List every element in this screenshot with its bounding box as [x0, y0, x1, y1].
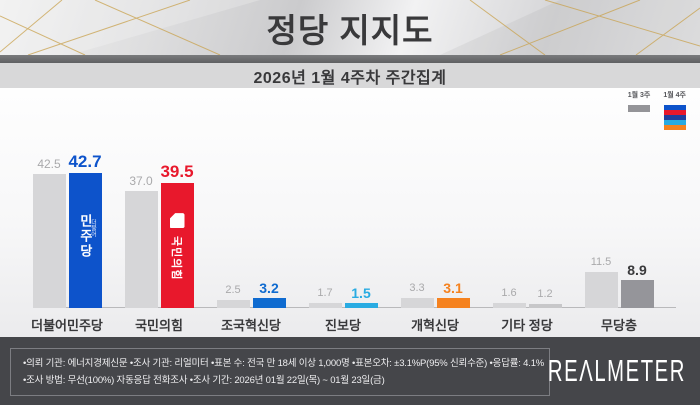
chart-legend: 1월 3주 1월 4주	[628, 90, 686, 130]
prev-week-bar: 1.7	[308, 287, 342, 308]
category-label: 개혁신당	[411, 318, 459, 333]
category-label: 조국혁신당	[221, 318, 281, 333]
bar-group-5: 3.3 3.1 개혁신당	[387, 88, 483, 337]
survey-info-line-1: •의뢰 기관: 에너지경제신문 •조사 기관: 리얼미터 •표본 수: 전국 만…	[23, 358, 545, 369]
legend-item-curr-week: 1월 4주	[663, 90, 686, 130]
bar-group-4: 1.7 1.5 진보당	[295, 88, 391, 337]
prev-week-bar: 2.5	[216, 284, 250, 308]
prev-week-value: 2.5	[225, 284, 241, 297]
category-label: 더불어민주당	[31, 318, 103, 333]
curr-week-value: 39.5	[160, 162, 194, 182]
minjoo-logo-small-text: 더불어	[89, 218, 96, 237]
curr-week-bar: 1.2	[528, 288, 562, 308]
curr-week-value: 42.7	[68, 152, 102, 172]
ppp-logo-symbol	[169, 213, 185, 229]
survey-info-box: •의뢰 기관: 에너지경제신문 •조사 기관: 리얼미터 •표본 수: 전국 만…	[10, 348, 550, 396]
ppp-logo: 국민의힘	[161, 213, 194, 281]
bar-group-7: 11.5 8.9 무당층	[571, 88, 667, 337]
category-label: 진보당	[325, 318, 361, 333]
category-label: 무당층	[601, 318, 637, 333]
legend-label-curr: 1월 4주	[663, 92, 686, 99]
curr-week-value: 1.2	[537, 288, 553, 301]
legend-swatch-prev	[628, 105, 651, 112]
legend-item-prev-week: 1월 3주	[627, 90, 651, 130]
prev-week-bar: 37.0	[124, 174, 158, 308]
prev-week-value: 11.5	[590, 255, 612, 268]
header-banner: 정당 지지도	[0, 0, 700, 55]
prev-week-value: 42.5	[37, 156, 61, 171]
curr-week-bar: 8.9	[620, 262, 654, 308]
footer-band: •의뢰 기관: 에너지경제신문 •조사 기관: 리얼미터 •표본 수: 전국 만…	[0, 337, 700, 405]
curr-week-bar: 3.2	[252, 280, 286, 308]
prev-week-bar: 42.5	[32, 157, 66, 308]
ppp-logo-text: 국민의힘	[170, 236, 182, 281]
prev-week-bar: 11.5	[584, 256, 618, 308]
curr-week-bar: 3.1	[436, 280, 470, 308]
curr-week-bar: 42.7 민주당 더불어	[68, 152, 102, 308]
prev-week-value: 37.0	[129, 174, 153, 189]
legend-stripe	[663, 110, 686, 115]
legend-label-prev: 1월 3주	[627, 92, 651, 99]
bar-group-6: 1.6 1.2 기타 정당	[479, 88, 575, 337]
header-divider	[0, 55, 700, 63]
bar-group-2: 37.0 39.5 국민의힘 국민의힘	[111, 88, 207, 337]
curr-week-value: 3.2	[259, 279, 279, 296]
prev-week-value: 3.3	[409, 281, 425, 294]
legend-stripe	[663, 105, 686, 110]
subtitle-band: 2026년 1월 4주차 주간집계	[0, 63, 700, 88]
realmeter-logo: REΛLMETER	[547, 352, 686, 389]
minjoo-logo: 민주당	[77, 214, 93, 260]
category-label: 국민의힘	[135, 318, 183, 333]
prev-week-value: 1.7	[317, 286, 333, 299]
legend-swatch-curr	[663, 105, 686, 130]
page-title: 정당 지지도	[266, 11, 434, 49]
legend-stripe	[663, 120, 686, 125]
category-label: 기타 정당	[501, 318, 553, 333]
bar-group-3: 2.5 3.2 조국혁신당	[203, 88, 299, 337]
prev-week-value: 1.6	[501, 286, 517, 299]
curr-week-bar: 39.5 국민의힘	[160, 162, 194, 308]
curr-week-bar: 1.5	[344, 285, 378, 308]
curr-week-value: 8.9	[627, 261, 647, 278]
curr-week-value: 3.1	[443, 280, 463, 297]
curr-week-value: 1.5	[351, 285, 371, 302]
decorative-gold-lines	[0, 0, 700, 55]
legend-stripe	[663, 125, 686, 130]
subtitle-text: 2026년 1월 4주차 주간집계	[253, 69, 447, 87]
legend-stripe	[663, 115, 686, 120]
prev-week-bar: 1.6	[492, 287, 526, 308]
survey-info-line-2: •조사 방법: 무선(100%) 자동응답 전화조사 •조사 기간: 2026년…	[23, 374, 385, 386]
prev-week-bar: 3.3	[400, 282, 434, 308]
